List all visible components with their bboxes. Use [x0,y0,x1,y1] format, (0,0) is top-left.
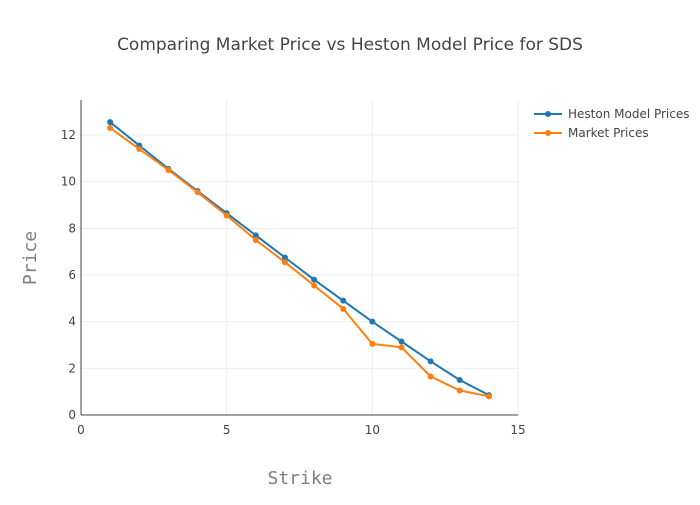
legend-swatch-marker [545,111,551,117]
data-point [281,259,288,266]
legend-label: Market Prices [568,126,649,140]
y-tick-label: 2 [68,361,76,375]
y-tick-label: 4 [68,315,76,329]
data-point [427,373,434,380]
series-1 [107,119,492,399]
data-point [223,212,230,219]
y-tick-label: 12 [61,128,76,142]
data-point [456,387,463,394]
y-tick-label: 6 [68,268,76,282]
legend-item: Heston Model Prices [534,107,690,121]
x-axis-title: Strike [267,468,332,489]
legend-label: Heston Model Prices [568,107,690,121]
data-point [107,119,114,126]
x-tick-label: 10 [365,423,380,437]
grid-layer [81,100,519,415]
y-tick-label: 0 [68,408,76,422]
chart-title: Comparing Market Price vs Heston Model P… [117,35,583,55]
data-point [485,393,492,400]
legend-item: Market Prices [534,126,649,140]
data-point [194,189,201,196]
data-point [369,318,376,325]
series-line [109,121,490,397]
data-point [311,282,318,289]
data-point [136,146,143,152]
x-tick-label: 15 [510,423,525,437]
data-point [340,305,347,312]
legend: Heston Model Prices Market Prices [534,107,690,140]
series-line [109,127,490,398]
data-point [252,232,259,239]
data-point [252,237,259,243]
series-layer [107,119,492,400]
y-tick-label: 10 [61,175,76,189]
data-point [398,338,405,345]
data-point [107,125,114,131]
data-point [427,358,434,365]
data-point [165,167,172,173]
series-2 [107,125,492,400]
y-axis-title: Price [20,231,41,285]
x-tick-label: 5 [223,423,231,437]
y-tick-label: 8 [68,221,76,235]
data-point [398,344,405,351]
data-point [369,340,376,347]
data-point [456,377,463,383]
data-point [311,276,318,283]
axes-layer: 0 5 10 15 0 2 4 6 8 10 12 [61,100,526,437]
data-point [340,297,347,304]
x-tick-label: 0 [77,423,85,437]
data-point [281,254,288,261]
legend-swatch-marker [545,130,551,136]
